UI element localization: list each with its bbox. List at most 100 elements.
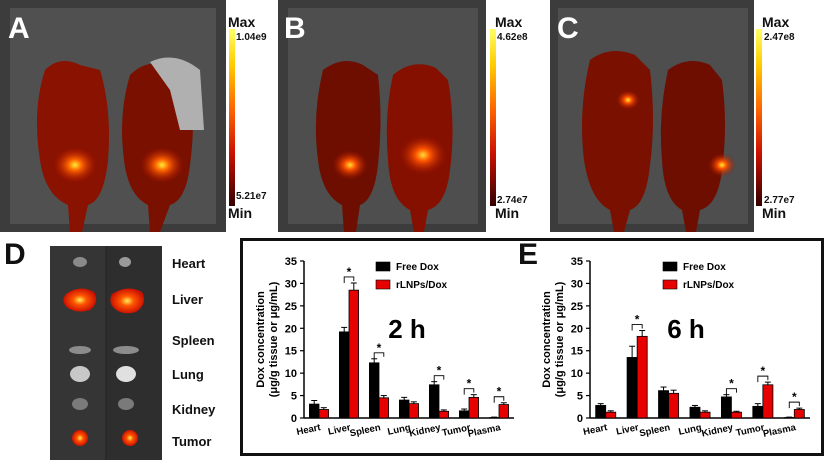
bar-rlnps-dox xyxy=(318,409,330,419)
significance-bracket xyxy=(463,388,475,395)
colorbar-a-min-label: Min xyxy=(228,205,253,221)
significance-star: * xyxy=(729,377,734,391)
organ-label-liver: Liver xyxy=(172,292,204,307)
bar-rlnps-dox xyxy=(408,403,420,419)
bar-free-dox xyxy=(369,362,380,419)
organ-tumor-left xyxy=(72,430,88,446)
legend-label: rLNPs/Dox xyxy=(683,280,735,291)
y-tick-label: 0 xyxy=(291,413,297,425)
organ-kidney-left xyxy=(72,398,88,410)
colorbar-b-max-value: 4.62e8 xyxy=(497,32,528,43)
bar-rlnps-dox xyxy=(348,289,360,419)
organ-liver-left xyxy=(63,288,97,312)
y-axis-label-line1: Dox concentration xyxy=(541,291,553,388)
bar-rlnps-dox xyxy=(762,384,774,419)
significance-star: * xyxy=(377,341,382,355)
y-tick-label: 5 xyxy=(291,391,297,403)
bar-free-dox xyxy=(626,357,638,419)
bar-free-dox xyxy=(720,396,732,419)
y-tick-label: 15 xyxy=(285,346,297,358)
bar-rlnps-dox xyxy=(378,397,390,419)
bar-free-dox xyxy=(689,406,701,419)
significance-star: * xyxy=(761,364,766,378)
x-tick-label: Heart xyxy=(296,422,323,438)
organ-label-spleen: Spleen xyxy=(172,333,215,348)
legend-label: Free Dox xyxy=(396,262,439,273)
x-tick-label: Liver xyxy=(327,422,352,438)
y-tick-label: 20 xyxy=(571,323,583,335)
x-tick-label: Plasma xyxy=(762,422,798,440)
panel-b-mice-svg xyxy=(278,0,486,232)
bar-rlnps-dox xyxy=(605,411,617,419)
y-tick-label: 35 xyxy=(571,256,583,268)
bar-rlnps-dox xyxy=(699,411,711,419)
x-tick-label: Kidney xyxy=(701,422,735,439)
significance-star: * xyxy=(347,265,352,279)
significance-bracket xyxy=(631,324,643,331)
colorbar-a-min-value: 5.21e7 xyxy=(236,191,267,202)
bar-rlnps-dox xyxy=(793,409,805,419)
mouse-left xyxy=(315,61,381,232)
panel-letter-d: D xyxy=(4,238,26,271)
bar-free-dox xyxy=(752,405,764,419)
organ-tumor-right xyxy=(122,430,138,446)
bar-free-dox xyxy=(339,331,350,419)
charts-frame xyxy=(240,238,824,456)
y-tick-label: 5 xyxy=(577,391,583,403)
x-tick-label: Spleen xyxy=(638,422,671,439)
bar-free-dox xyxy=(398,399,410,419)
colorbar-a-max-value: 1.04e9 xyxy=(236,32,267,43)
panel-c-mice-svg xyxy=(550,0,754,232)
x-tick-label: Liver xyxy=(615,422,640,438)
x-tick-label: Kidney xyxy=(408,422,442,439)
organ-kidney-right xyxy=(118,398,134,410)
y-axis-label-line2: (μg/g tissue or μg/mL) xyxy=(268,281,280,397)
legend-swatch xyxy=(662,279,678,290)
significance-bracket xyxy=(343,276,355,283)
panel-letter-c: C xyxy=(557,12,579,45)
legend-label: Free Dox xyxy=(683,262,726,273)
bar-rlnps-dox xyxy=(438,410,450,419)
x-tick-label: Heart xyxy=(582,422,609,438)
panel-letter-b: B xyxy=(284,12,306,45)
colorbar-b-min-label: Min xyxy=(495,205,520,221)
legend-swatch xyxy=(375,279,391,290)
y-axis-label-line1: Dox concentration xyxy=(255,291,267,388)
y-tick-label: 10 xyxy=(285,368,297,380)
colorbar-b-min-value: 2.74e7 xyxy=(497,195,528,206)
significance-bracket xyxy=(725,388,737,395)
organ-liver-right xyxy=(110,288,144,314)
organ-label-tumor: Tumor xyxy=(172,434,212,449)
significance-star: * xyxy=(497,385,502,399)
bar-rlnps-dox xyxy=(498,404,510,419)
significance-bracket xyxy=(433,375,445,382)
significance-star: * xyxy=(437,364,442,378)
colorbar-b xyxy=(490,29,496,206)
y-tick-label: 20 xyxy=(285,323,297,335)
significance-star: * xyxy=(635,313,640,327)
y-tick-label: 15 xyxy=(571,346,583,358)
panel-a-mice-svg xyxy=(0,0,226,232)
chart-6h: 0 5 10 15 20 25 30 35 Dox concentration (μg/g tis… xyxy=(541,256,810,440)
mouse-right-gray xyxy=(150,57,204,130)
organ-heart-right xyxy=(119,257,131,267)
bar-free-dox xyxy=(309,403,320,419)
colorbar-c-min-label: Min xyxy=(762,205,787,221)
bar-rlnps-dox xyxy=(636,335,648,419)
organ-label-lung: Lung xyxy=(172,367,204,382)
organ-spleen-left xyxy=(69,346,91,354)
mouse-right xyxy=(660,61,725,232)
y-tick-label: 0 xyxy=(577,413,583,425)
y-tick-label: 10 xyxy=(571,368,583,380)
x-tick-label: Lung xyxy=(387,422,412,438)
colorbar-c xyxy=(756,29,762,206)
chart-title: 6 h xyxy=(667,314,705,344)
bar-free-dox xyxy=(595,405,607,419)
organ-spleen-right xyxy=(113,346,139,354)
colorbar-a xyxy=(229,29,235,206)
y-tick-label: 25 xyxy=(571,301,583,313)
significance-bracket xyxy=(788,401,800,409)
bar-free-dox xyxy=(458,410,470,419)
y-axis-label-line2: (μg/g tissue or μg/mL) xyxy=(554,281,566,397)
colorbar-c-min-value: 2.77e7 xyxy=(764,195,795,206)
